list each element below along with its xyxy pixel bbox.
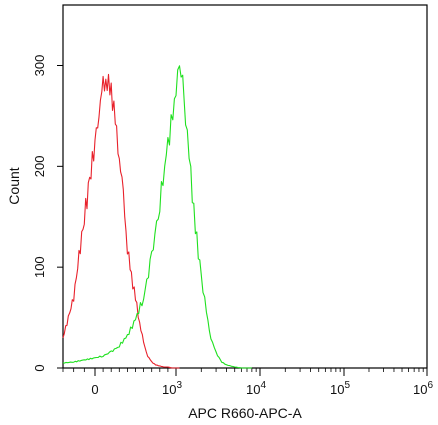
y-axis-ticks: 0 100 200 300 <box>32 55 63 372</box>
x-tick-label: 106 <box>413 380 433 397</box>
y-tick-label: 300 <box>32 55 47 77</box>
plot-frame <box>62 4 428 369</box>
x-axis-ticks: 0 103 104 105 106 <box>62 368 433 397</box>
x-tick-label: 0 <box>91 382 98 397</box>
x-tick-label: 104 <box>246 380 266 397</box>
histogram-series-2 <box>62 65 252 369</box>
y-tick-label: 0 <box>32 364 47 371</box>
x-tick-label: 103 <box>162 380 182 397</box>
y-tick-label: 200 <box>32 155 47 177</box>
histogram-series-1 <box>62 73 180 369</box>
y-axis-title: Count <box>6 167 22 204</box>
y-tick-label: 100 <box>32 256 47 278</box>
x-axis-title: APC R660-APC-A <box>188 405 302 421</box>
x-tick-label: 105 <box>330 380 350 397</box>
histogram-series <box>62 65 252 369</box>
